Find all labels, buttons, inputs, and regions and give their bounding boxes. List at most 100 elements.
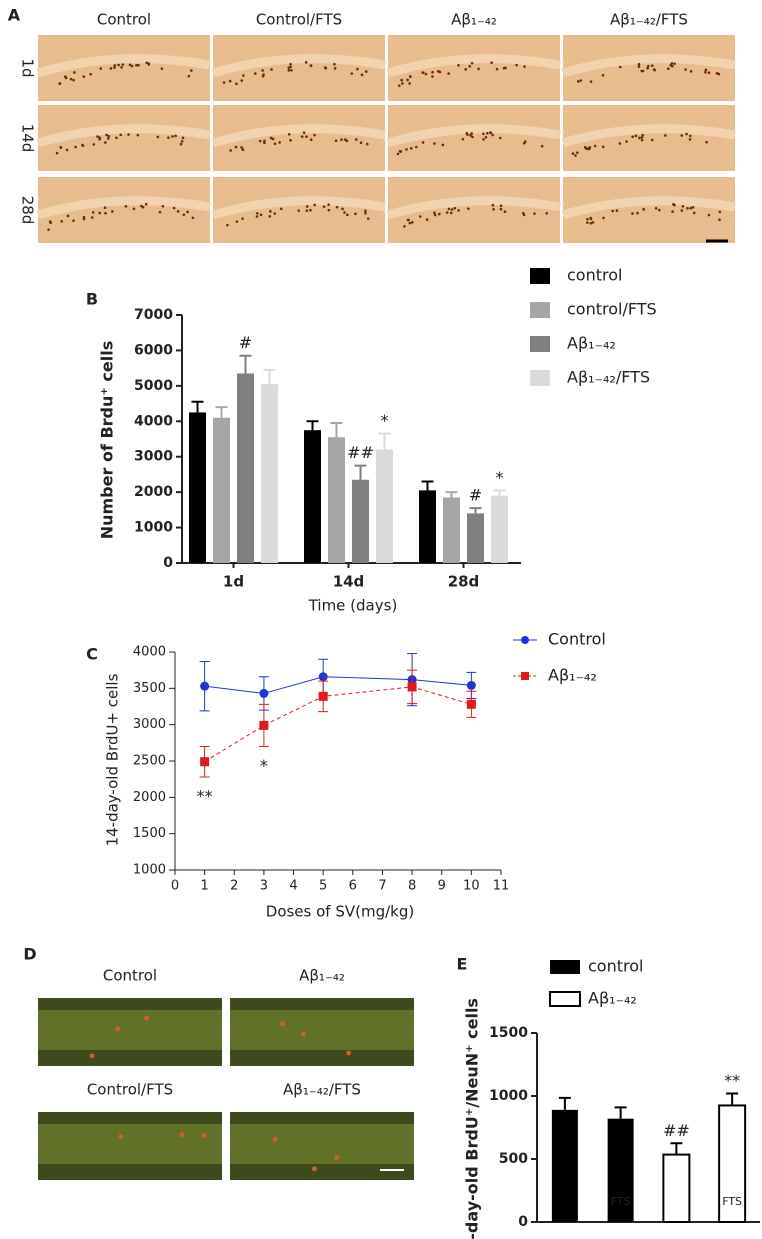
x-tick-label: 1d [223,573,244,591]
x-tick-label: 10 [463,879,480,894]
cell-dot [263,139,266,143]
cell-dot [503,210,507,213]
cell-dot [161,204,165,208]
cell-dot [398,150,402,153]
cell-dot [103,206,107,209]
cell-dot [408,82,411,85]
annotation: ** [724,1071,740,1090]
cell-dot [615,209,619,212]
cell-dot [499,207,503,211]
x-tick-label: 28d [448,573,480,591]
cell-dot [120,65,123,69]
y-tick-label: 1000 [134,520,173,536]
cell-dot [670,62,674,65]
cell-dot [289,139,292,142]
cell-dot [130,64,134,68]
cell-dot [121,63,125,66]
cell-dot [111,210,114,213]
error-bar [330,422,343,438]
cell-dot [302,131,306,134]
cell-dot [235,82,238,86]
error-bar [306,420,319,431]
cell-dot [174,134,177,138]
cell-dot [309,208,312,212]
y-tick-label: 4000 [134,413,173,429]
cell-dot [666,67,670,70]
cell-dot [453,206,457,210]
cell-dot [127,133,130,136]
cell-dot [436,70,440,73]
tissue-band [36,124,211,148]
cell-dot [259,213,263,217]
x-tick-label: 1 [200,879,208,894]
cell-dot [718,218,721,221]
cell-dot [425,218,429,221]
cell-dot [297,209,301,212]
cell-dot [280,1021,286,1027]
cell-dot [186,210,189,214]
cell-dot [705,140,708,144]
bar [551,1109,578,1222]
tissue-band [386,54,561,78]
cell-dot [82,215,86,219]
panel-label: E [457,955,468,974]
cell-dot [499,204,503,208]
x-tick-label: 7 [378,879,386,894]
bar [662,1153,691,1223]
cell-dot [113,66,116,69]
cell-dot [158,210,162,214]
cell-dot [354,138,358,141]
cell-dot [689,70,693,73]
row-label: 14d [19,124,37,153]
legend-swatch [530,268,550,284]
cell-dot [241,148,245,151]
cell-dot [72,78,75,82]
cell-dot [172,206,176,210]
cell-dot [637,62,641,66]
legend-label: Control [548,630,606,649]
legend-label: Aβ₁₋₄₂ [548,666,597,685]
bar [491,495,508,563]
cell-dot [234,145,238,149]
cell-dot [241,217,244,220]
legend-label: control [567,266,622,285]
cell-dot [400,78,403,82]
cell-dot [181,136,185,140]
cell-dot [401,82,404,85]
cell-dot [346,213,349,217]
cell-dot [601,145,605,149]
cell-dot [289,62,292,66]
image-title: Aβ₁₋₄₂/FTS [283,1081,361,1099]
cell-dot [450,208,454,211]
y-tick-label: 2000 [133,790,166,805]
annotation: * [496,468,504,487]
cell-dot [136,133,140,137]
point [407,682,417,692]
cell-dot [309,64,313,68]
cell-dot [58,82,62,86]
cell-dot [240,79,244,82]
cell-dot [673,62,676,65]
cell-dot [421,71,424,74]
cell-dot [272,1136,278,1142]
error-bar [263,368,276,385]
cell-dot [461,137,465,141]
cell-dot [471,135,474,139]
cell-dot [574,154,577,157]
y-tick-label: 3000 [134,449,173,465]
cell-dot [457,209,460,212]
tissue-band [211,54,386,78]
x-tick-label: 5 [319,879,327,894]
tissue-band [36,54,211,78]
cell-dot [495,67,499,71]
cell-dot [287,69,291,72]
cell-dot [688,134,692,138]
cell-dot [340,138,343,142]
cell-dot [359,141,363,144]
error-bar [354,464,367,480]
cell-dot [364,70,368,73]
cell-dot [105,133,108,137]
cell-dot [235,220,239,223]
cell-dot [449,211,453,215]
cell-dot [470,132,473,135]
